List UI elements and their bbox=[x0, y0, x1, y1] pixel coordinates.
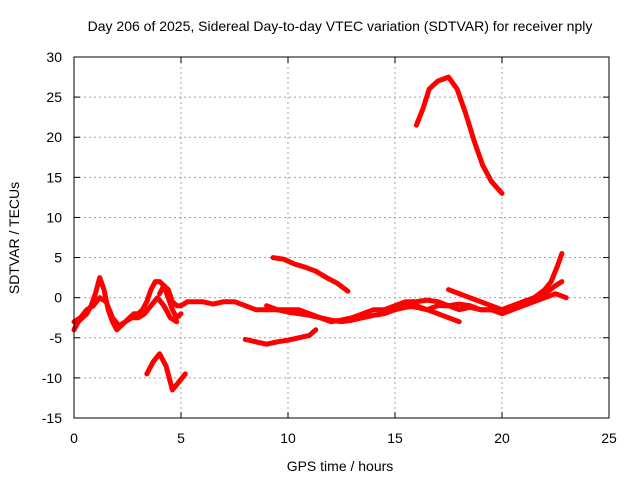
data-series bbox=[71, 74, 569, 393]
chart-title: Day 206 of 2025, Sidereal Day-to-day VTE… bbox=[88, 18, 593, 34]
grid-lines bbox=[74, 57, 609, 418]
x-tick-labels: 0 5 10 15 20 25 bbox=[70, 430, 617, 446]
series-trace-b bbox=[71, 295, 180, 329]
y-tick-label: -5 bbox=[50, 330, 63, 346]
series-trace-i bbox=[413, 74, 505, 196]
y-tick-label: 5 bbox=[54, 250, 62, 266]
plot-frame bbox=[73, 56, 610, 419]
y-tick-label: 0 bbox=[54, 290, 62, 306]
y-axis-label: SDTVAR / TECUs bbox=[6, 182, 22, 294]
y-tick-label: -15 bbox=[42, 410, 62, 426]
y-tick-label: 25 bbox=[46, 89, 62, 105]
series-trace-h bbox=[144, 351, 188, 393]
x-tick-label: 0 bbox=[70, 430, 78, 446]
series-trace-f bbox=[270, 255, 351, 294]
series-trace-g bbox=[242, 327, 319, 347]
x-tick-label: 20 bbox=[494, 430, 510, 446]
y-tick-label: 20 bbox=[46, 129, 62, 145]
tick-marks bbox=[73, 56, 610, 419]
y-tick-labels: -15 -10 -5 0 5 10 15 20 25 30 bbox=[42, 49, 62, 426]
x-tick-label: 5 bbox=[177, 430, 185, 446]
series-trace-j bbox=[446, 251, 565, 313]
y-tick-label: 30 bbox=[46, 49, 62, 65]
x-tick-label: 25 bbox=[601, 430, 617, 446]
y-tick-label: 15 bbox=[46, 169, 62, 185]
series-trace-e bbox=[392, 291, 569, 317]
y-tick-label: -10 bbox=[42, 370, 62, 386]
x-axis-label: GPS time / hours bbox=[287, 458, 394, 474]
x-tick-label: 15 bbox=[387, 430, 403, 446]
y-tick-label: 10 bbox=[46, 209, 62, 225]
x-tick-label: 10 bbox=[280, 430, 296, 446]
series-trace-d bbox=[264, 303, 462, 325]
